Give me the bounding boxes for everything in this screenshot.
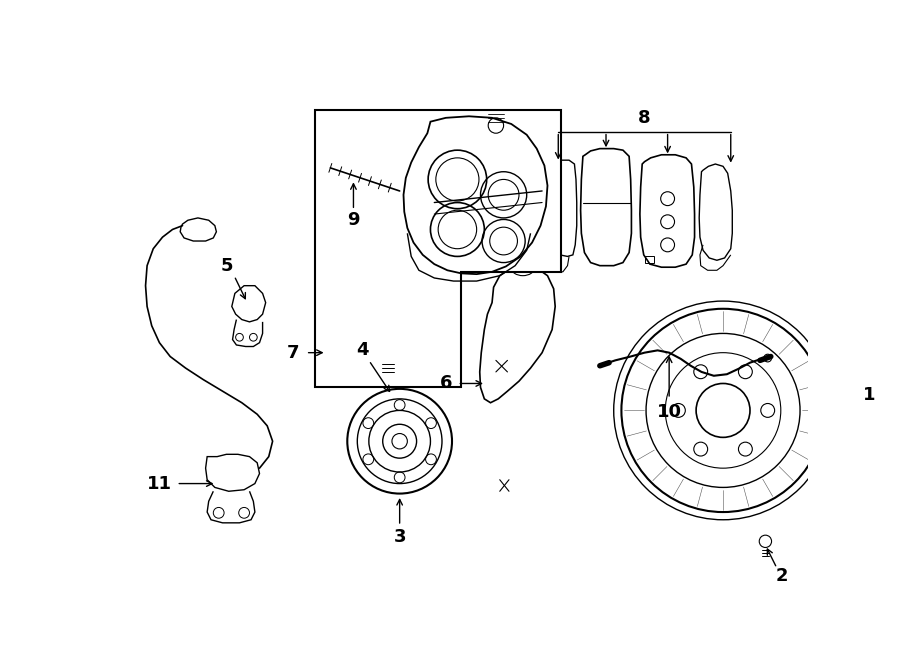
Text: 8: 8	[638, 109, 651, 127]
Text: 3: 3	[393, 529, 406, 547]
Text: 5: 5	[220, 256, 232, 275]
Text: 6: 6	[439, 375, 452, 393]
Bar	[644, 256, 653, 262]
Text: 10: 10	[657, 403, 681, 421]
Text: 2: 2	[776, 567, 788, 585]
Text: 7: 7	[287, 344, 300, 362]
Text: 4: 4	[356, 341, 369, 360]
Polygon shape	[315, 110, 562, 387]
Text: 1: 1	[863, 386, 876, 404]
Text: 11: 11	[147, 475, 172, 492]
Text: 9: 9	[347, 212, 360, 229]
